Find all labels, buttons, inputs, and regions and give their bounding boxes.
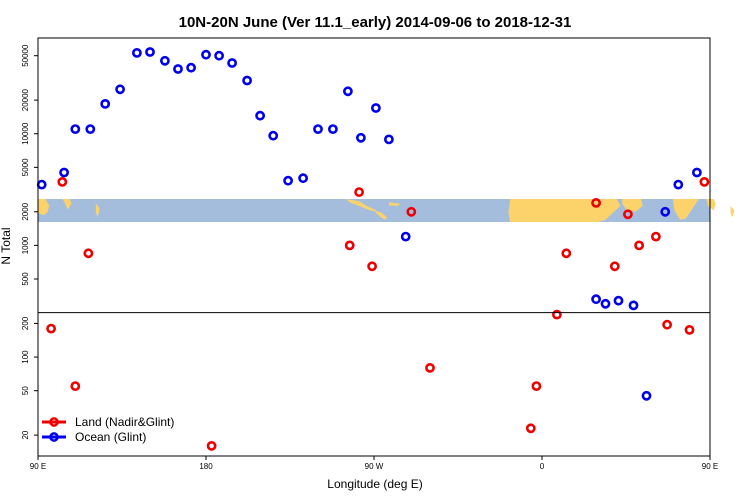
x-tick-label: 90 E xyxy=(702,462,718,471)
ocean-point xyxy=(383,134,394,145)
x-tick-label: 90 W xyxy=(365,462,384,471)
ocean-point xyxy=(298,173,308,184)
land-africa xyxy=(508,199,621,222)
ocean-point xyxy=(227,58,237,68)
x-axis: 90 E 180 90 W 0 90 E xyxy=(30,456,718,471)
ocean-point xyxy=(186,62,196,73)
ocean-point xyxy=(70,124,81,135)
ocean-point xyxy=(591,294,601,305)
land-point xyxy=(591,197,601,208)
y-tick-label: 2000 xyxy=(21,202,30,220)
land-islands xyxy=(730,205,735,218)
ocean-point xyxy=(268,130,279,141)
y-tick-label: 5000 xyxy=(21,158,30,176)
land-point xyxy=(651,231,661,242)
land-india-2 xyxy=(672,199,699,220)
ocean-point xyxy=(242,75,252,86)
land-point xyxy=(525,423,536,434)
land-india xyxy=(38,199,50,216)
ocean-point xyxy=(159,55,170,66)
ocean-point xyxy=(201,49,211,60)
ocean-point xyxy=(255,110,265,121)
land-mexico xyxy=(346,199,378,212)
ocean-point xyxy=(131,48,142,58)
ocean-point xyxy=(673,179,684,190)
y-tick-label: 200 xyxy=(21,316,30,330)
land-point xyxy=(684,324,695,335)
legend: Land (Nadir&Glint) Ocean (Glint) xyxy=(42,415,174,444)
x-tick-label: 180 xyxy=(199,462,213,471)
ocean-point xyxy=(173,64,183,74)
land-point xyxy=(662,319,672,330)
ocean-point xyxy=(313,124,323,135)
y-axis: 20 50 100 200 500 1000 2000 5000 10000 20000 50000 xyxy=(21,44,38,440)
land-point xyxy=(531,381,542,391)
legend-swatch-marker-land xyxy=(49,417,59,427)
land-point xyxy=(57,176,68,187)
plot-frame xyxy=(37,37,711,457)
land-point xyxy=(699,176,710,187)
ocean-point xyxy=(600,298,611,309)
land-central-america xyxy=(374,210,388,220)
ocean-point xyxy=(214,50,224,61)
land-point xyxy=(552,309,562,320)
ocean-point xyxy=(628,300,639,311)
land-point xyxy=(406,206,417,217)
land-point xyxy=(609,261,620,272)
y-tick-label: 10000 xyxy=(21,122,30,145)
land-indochina-2 xyxy=(706,199,716,211)
land-point xyxy=(367,261,377,272)
land-caribbean xyxy=(388,202,401,206)
legend-label-ocean: Ocean (Glint) xyxy=(75,430,146,444)
ocean-point xyxy=(36,179,47,190)
ocean-point xyxy=(59,167,69,178)
land-point xyxy=(425,362,435,373)
x-tick-label: 0 xyxy=(540,462,545,471)
y-axis-label: N Total xyxy=(0,227,13,264)
ocean-point xyxy=(660,206,671,217)
land-point xyxy=(70,381,81,391)
y-tick-label: 50000 xyxy=(21,44,30,67)
x-axis-label: Longitude (deg E) xyxy=(327,477,422,491)
ocean-point xyxy=(115,84,125,95)
land-point xyxy=(206,440,217,451)
ocean-point xyxy=(355,132,366,143)
land-point xyxy=(561,248,572,259)
y-tick-label: 100 xyxy=(21,350,30,364)
ocean-point xyxy=(613,295,624,306)
ocean-point xyxy=(370,103,381,113)
data-points xyxy=(36,47,710,451)
chart-title: 10N-20N June (Ver 11.1_early) 2014-09-06… xyxy=(179,14,572,31)
ocean-point xyxy=(100,99,111,109)
y-tick-label: 20000 xyxy=(21,88,30,111)
land-philippines xyxy=(95,203,100,218)
ocean-point xyxy=(327,124,338,135)
y-tick-label: 500 xyxy=(21,272,30,286)
legend-swatch-marker-ocean xyxy=(49,432,59,442)
land-point xyxy=(344,240,355,251)
land-indochina xyxy=(62,199,72,210)
land-point xyxy=(354,187,364,197)
y-tick-label: 50 xyxy=(21,386,30,395)
x-tick-label: 90 E xyxy=(30,462,46,471)
land-point xyxy=(46,323,56,334)
land-point xyxy=(623,209,633,220)
ocean-point xyxy=(692,167,702,178)
legend-label-land: Land (Nadir&Glint) xyxy=(75,415,174,429)
land-point xyxy=(634,240,644,251)
ocean-point xyxy=(342,86,353,97)
y-tick-label: 1000 xyxy=(21,236,30,254)
ocean-point xyxy=(283,175,293,186)
y-tick-label: 20 xyxy=(21,430,30,439)
ocean-point xyxy=(145,47,155,57)
land-arabia xyxy=(622,199,643,212)
ocean-point xyxy=(85,124,96,135)
land-point xyxy=(83,248,94,259)
ocean-point xyxy=(400,231,411,242)
ocean-point xyxy=(641,390,652,401)
